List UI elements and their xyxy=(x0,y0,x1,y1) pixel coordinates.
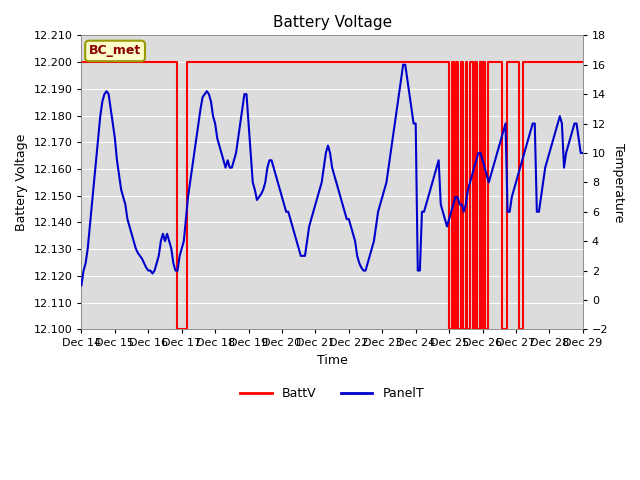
Text: BC_met: BC_met xyxy=(89,45,141,58)
Legend: BattV, PanelT: BattV, PanelT xyxy=(236,383,429,406)
X-axis label: Time: Time xyxy=(317,354,348,367)
Y-axis label: Temperature: Temperature xyxy=(612,143,625,222)
Y-axis label: Battery Voltage: Battery Voltage xyxy=(15,133,28,231)
Title: Battery Voltage: Battery Voltage xyxy=(273,15,392,30)
